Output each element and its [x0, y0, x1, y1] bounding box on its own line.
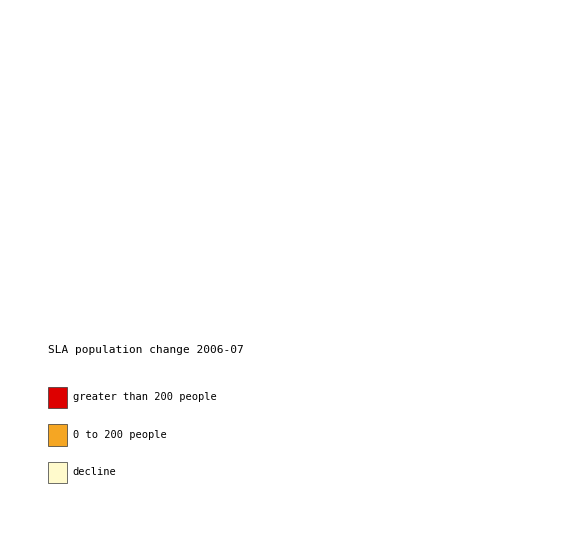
Text: SLA population change 2006-07: SLA population change 2006-07: [48, 345, 244, 355]
FancyBboxPatch shape: [48, 387, 67, 408]
Text: decline: decline: [73, 468, 116, 477]
FancyBboxPatch shape: [48, 424, 67, 445]
Text: 0 to 200 people: 0 to 200 people: [73, 430, 166, 440]
FancyBboxPatch shape: [48, 462, 67, 483]
Text: greater than 200 people: greater than 200 people: [73, 392, 216, 402]
